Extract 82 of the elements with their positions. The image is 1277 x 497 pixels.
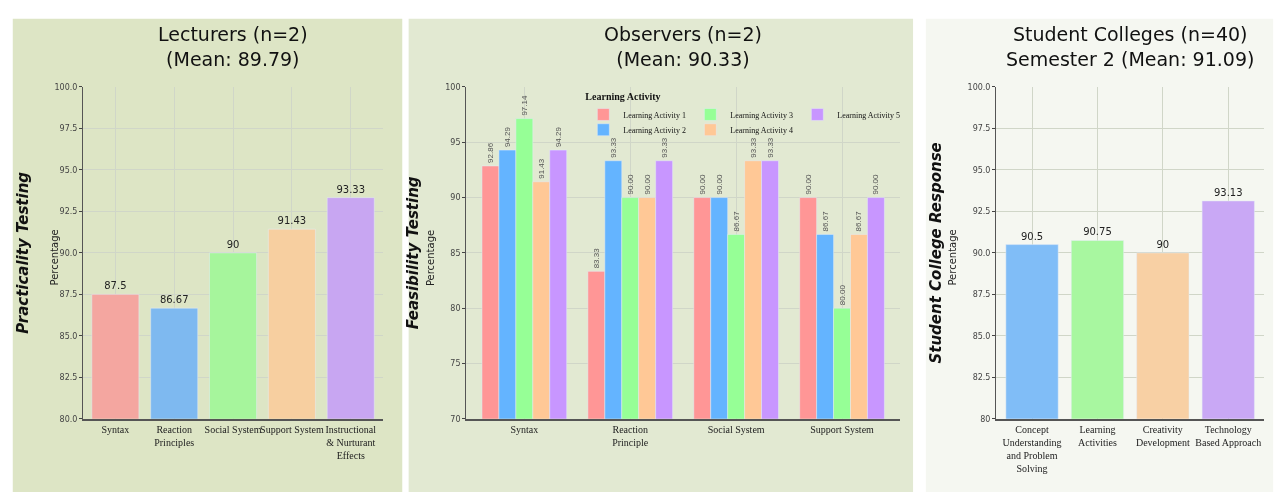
y-tick-label: 100.0 [967, 82, 991, 92]
text: Percentage [424, 229, 436, 287]
legend-label: Learning Activity 2 [623, 125, 686, 135]
legend-title: Learning Activity [585, 90, 661, 102]
y-tick-label: 85.0 [59, 331, 78, 341]
y-tick-label: 87.5 [972, 290, 991, 300]
legend-label: Learning Activity 4 [730, 125, 793, 135]
y-tick-label: 97.5 [59, 124, 78, 134]
data-label: 86.67 [731, 210, 741, 232]
x-tick-label: Technology Based Approach [1195, 423, 1262, 448]
data-label: 97.14 [519, 95, 529, 116]
y-tick-label: 95 [450, 138, 461, 148]
y-tick-label: 92.5 [972, 207, 991, 217]
text: Percentage [48, 229, 60, 286]
y-tick-label: 90.0 [59, 248, 78, 258]
y-tick-label: 100.0 [54, 82, 78, 92]
y-tick-label: 75 [450, 359, 461, 369]
data-label: 86.67 [159, 294, 189, 306]
data-label: 80.00 [837, 284, 847, 306]
y-tick-label: 85.0 [972, 331, 991, 341]
data-label: 90.00 [625, 174, 635, 195]
x-tick-label: Syntax [101, 423, 130, 435]
y-tick-label: 95.0 [972, 165, 991, 175]
y-tick-label: 85 [450, 248, 461, 258]
chart-title: Lecturers (n=2) (Mean: 89.79) [158, 23, 308, 70]
y-tick-label: 95.0 [59, 165, 78, 175]
data-label: 90.00 [714, 174, 724, 195]
data-label: 94.29 [553, 126, 563, 148]
data-label: 90.00 [697, 174, 707, 195]
data-label: 91.43 [277, 215, 307, 227]
data-label: 90.5 [1020, 230, 1044, 242]
data-label: 86.67 [820, 210, 830, 232]
data-label: 93.33 [748, 137, 758, 158]
x-tick-label: Social System [204, 423, 262, 435]
y-tick-label: 87.5 [59, 290, 78, 300]
y-tick-label: 82.5 [972, 373, 991, 383]
text: Percentage [947, 229, 959, 286]
data-label: 93.33 [765, 137, 775, 158]
y-axis-title: Student College Response [926, 142, 945, 364]
data-label: 90 [1156, 238, 1170, 250]
legend-label: Learning Activity 5 [837, 110, 900, 120]
x-tick-label: Reaction Principles [154, 423, 195, 448]
data-label: 92.86 [485, 142, 495, 163]
y-tick-label: 90.0 [972, 248, 991, 258]
data-label: 90.00 [642, 174, 652, 195]
data-label: 86.67 [854, 210, 864, 232]
legend-label: Learning Activity 3 [730, 110, 793, 120]
data-label: 93.33 [336, 183, 366, 195]
data-label: 90.75 [1083, 226, 1112, 238]
chart-title: Observers (n=2) (Mean: 90.33) [604, 23, 762, 70]
x-tick-label: Support System [810, 423, 875, 435]
x-tick-label: Social System [707, 423, 765, 435]
y-tick-label: 82.5 [59, 373, 78, 383]
x-tick-label: Learning Activities [1077, 423, 1117, 448]
data-label: 93.33 [608, 137, 618, 158]
data-label: 91.43 [536, 158, 546, 179]
data-label: 94.29 [502, 126, 512, 148]
legend-label: Learning Activity 1 [623, 110, 686, 120]
data-label: 83.33 [591, 247, 601, 269]
x-tick-label: Syntax [510, 423, 539, 435]
data-label: 93.33 [659, 137, 669, 158]
x-tick-label: Instructional & Nurturant Effects [325, 423, 377, 461]
y-tick-label: 97.5 [972, 124, 991, 134]
y-tick-label: 92.5 [59, 207, 78, 217]
y-tick-label: 90 [450, 193, 461, 203]
y-axis-title: Feasibility Testing [404, 176, 423, 330]
y-tick-label: 70 [450, 414, 461, 424]
y-tick-label: 80.0 [59, 414, 78, 424]
x-tick-label: Reaction Principle [612, 423, 649, 448]
data-label: 93.13 [1213, 186, 1243, 198]
data-label: 90 [226, 238, 240, 250]
x-tick-label: Creativity Development [1135, 423, 1191, 448]
x-tick-label: Concept Understanding and Problem Solving [1002, 423, 1062, 474]
y-axis-title: Practicality Testing [13, 171, 32, 334]
data-label: 90.00 [871, 174, 881, 195]
data-label: 90.00 [803, 174, 813, 195]
chart-title: Student Colleges (n=40) Semester 2 (Mean: 91.09) [1006, 23, 1255, 70]
y-tick-label: 80 [450, 303, 461, 313]
x-tick-label: Support System [260, 423, 324, 435]
y-tick-label: 100 [445, 82, 461, 92]
data-label: 87.5 [104, 280, 127, 292]
y-tick-label: 80 [980, 414, 991, 424]
